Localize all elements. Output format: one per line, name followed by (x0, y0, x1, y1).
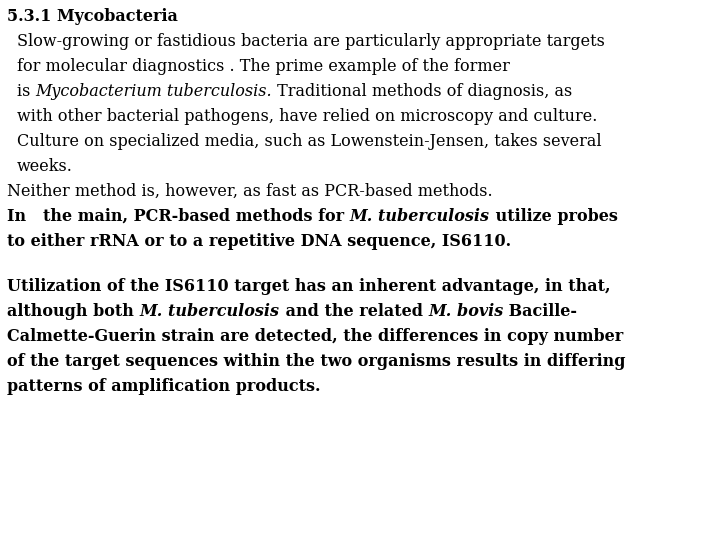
Text: Mycobacterium tuberculosis.: Mycobacterium tuberculosis. (35, 83, 272, 100)
Text: Utilization of the IS6110 target has an inherent advantage, in that,: Utilization of the IS6110 target has an … (7, 278, 611, 295)
Text: Bacille-: Bacille- (503, 303, 577, 320)
Text: Traditional methods of diagnosis, as: Traditional methods of diagnosis, as (272, 83, 572, 100)
Text: with other bacterial pathogens, have relied on microscopy and culture.: with other bacterial pathogens, have rel… (17, 108, 598, 125)
Text: In   the main, PCR-based methods for: In the main, PCR-based methods for (7, 208, 350, 225)
Text: M. bovis: M. bovis (428, 303, 503, 320)
Text: is: is (17, 83, 35, 100)
Text: M. tuberculosis: M. tuberculosis (140, 303, 279, 320)
Text: Calmette-Guerin strain are detected, the differences in copy number: Calmette-Guerin strain are detected, the… (7, 328, 624, 345)
Text: 5.3.1 Mycobacteria: 5.3.1 Mycobacteria (7, 8, 178, 25)
Text: Neither method is, however, as fast as PCR-based methods.: Neither method is, however, as fast as P… (7, 183, 492, 200)
Text: and the related: and the related (279, 303, 428, 320)
Text: although both: although both (7, 303, 140, 320)
Text: weeks.: weeks. (17, 158, 73, 175)
Text: Slow-growing or fastidious bacteria are particularly appropriate targets: Slow-growing or fastidious bacteria are … (17, 33, 605, 50)
Text: utilize probes: utilize probes (490, 208, 618, 225)
Text: Culture on specialized media, such as Lowenstein-Jensen, takes several: Culture on specialized media, such as Lo… (17, 133, 602, 150)
Text: of the target sequences within the two organisms results in differing: of the target sequences within the two o… (7, 353, 626, 370)
Text: for molecular diagnostics . The prime example of the former: for molecular diagnostics . The prime ex… (17, 58, 510, 75)
Text: M. tuberculosis: M. tuberculosis (350, 208, 490, 225)
Text: to either rRNA or to a repetitive DNA sequence, IS6110.: to either rRNA or to a repetitive DNA se… (7, 233, 511, 250)
Text: patterns of amplification products.: patterns of amplification products. (7, 378, 320, 395)
